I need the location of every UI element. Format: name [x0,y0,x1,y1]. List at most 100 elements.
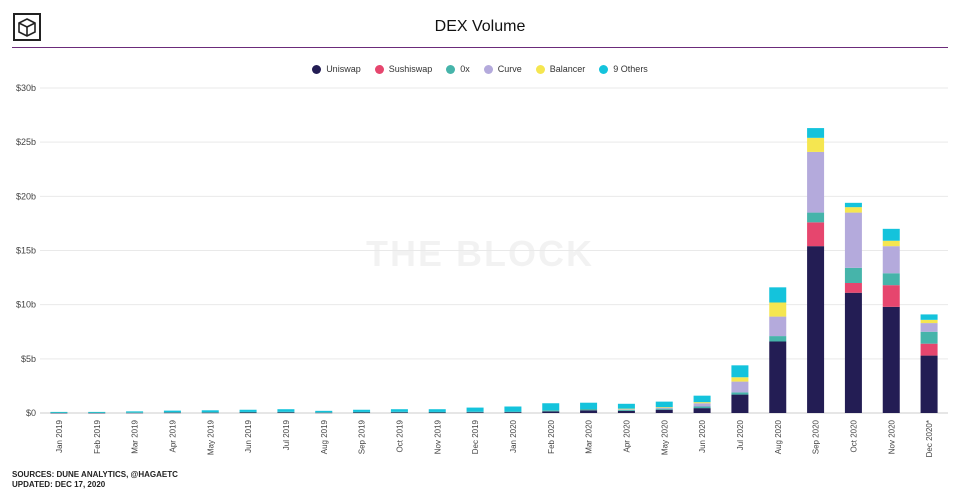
bar-segment [88,412,106,414]
bar-segment [731,365,749,378]
bar-segment [390,411,408,413]
bar-segment [920,314,938,320]
bar-segment [807,246,825,413]
legend-item[interactable]: Balancer [535,64,585,74]
bar-segment [580,410,598,413]
bar-segment [617,409,635,411]
bar-segment [428,412,446,414]
bar-segment [239,412,257,414]
title-divider [12,47,948,48]
x-tick-label: Dec 2019 [471,419,480,454]
legend-item[interactable]: 0x [446,64,470,74]
y-tick-label: $25b [16,137,36,147]
bar-segment [920,343,938,356]
bar-segment [617,408,635,410]
x-tick-label: Jan 2020 [509,419,518,452]
bar-segment [428,411,446,413]
bar-segment [844,202,862,208]
bar-segment [882,246,900,274]
bar-segment [126,412,144,414]
y-tick-label: $10b [16,300,36,310]
x-tick-label: Jan 2019 [55,419,64,452]
bar-segment [920,331,938,344]
sources-note: SOURCES: DUNE ANALYTICS, @HAGAETC [12,470,178,479]
bar-segment [844,292,862,413]
legend-swatch-icon [599,64,609,74]
x-tick-label: Oct 2020 [849,419,858,452]
legend-item[interactable]: 9 Others [599,64,648,74]
bar-segment [844,283,862,293]
bar-segment [504,411,522,413]
legend-item[interactable]: Curve [483,64,522,74]
bar-segment [844,212,862,268]
legend-item[interactable]: Sushiswap [374,64,433,74]
x-tick-label: Nov 2020 [887,419,896,454]
x-tick-label: Sep 2019 [358,419,367,454]
x-tick-label: May 2020 [660,419,669,455]
bar-segment [353,411,371,413]
bar-segment [504,406,522,412]
bar-segment [655,407,673,408]
bar-segment [580,408,598,411]
bar-segment [617,403,635,409]
bar-segment [731,394,749,413]
x-tick-label: Apr 2019 [168,419,177,452]
bar-segment [390,412,408,413]
bar-segment [617,410,635,413]
legend-swatch-icon [374,64,384,74]
bar-segment [315,412,333,413]
bar-segment [882,306,900,413]
chart-title: DEX Volume [434,18,526,35]
legend-swatch-icon [483,64,493,74]
bar-segment [882,240,900,247]
bar-segment [731,377,749,382]
y-tick-label: $0 [26,408,36,418]
bar-segment [882,228,900,241]
bar-segment [163,410,181,413]
bar-segment [390,409,408,412]
bar-segment [277,409,295,412]
legend-label: 0x [460,64,470,74]
bar-segment [466,412,484,413]
bar-segment [807,212,825,223]
bar-segment [50,412,68,414]
x-tick-label: Feb 2019 [93,419,102,453]
x-tick-label: Aug 2020 [774,419,783,454]
x-tick-label: Apr 2020 [622,419,631,452]
x-tick-label: Oct 2019 [395,419,404,452]
y-tick-label: $20b [16,191,36,201]
bar-segment [580,402,598,409]
dex-volume-chart: THE BLOCK $30b $25b $20b $15b $10b $5b $0 Jan 20… [16,83,948,457]
x-tick-label: Jun 2020 [698,419,707,452]
bar-segment [882,273,900,286]
bar-segment [731,392,749,395]
legend-label: Sushiswap [388,64,433,74]
bar-segment [807,137,825,152]
bar-segment [920,323,938,332]
legend-item[interactable]: Uniswap [312,64,361,74]
x-tick-label: Mar 2019 [131,419,140,453]
bar-segment [655,408,673,410]
bar-segment [277,411,295,413]
x-tick-label: Nov 2019 [433,419,442,454]
bar-segment [428,409,446,412]
legend-swatch-icon [446,64,456,74]
bar-segment [201,412,219,413]
chart-footer: SOURCES: DUNE ANALYTICS, @HAGAETC UPDATE… [12,470,178,490]
bar-segment [50,412,68,414]
bar-segment [201,410,219,413]
y-tick-label: $15b [16,246,36,256]
x-tick-label: Mar 2020 [585,419,594,453]
legend-swatch-icon [535,64,545,74]
x-tick-label: Dec 2020* [925,420,934,457]
x-tick-label: Feb 2020 [547,419,556,453]
bar-segment [769,287,787,303]
bar-segment [163,412,181,414]
bar-segment [807,222,825,247]
legend-swatch-icon [312,64,322,74]
bar-segment [807,151,825,213]
bar-segment [277,412,295,413]
legend-label: Uniswap [326,64,361,74]
bar-segment [693,402,711,404]
y-tick-label: $5b [21,354,36,364]
